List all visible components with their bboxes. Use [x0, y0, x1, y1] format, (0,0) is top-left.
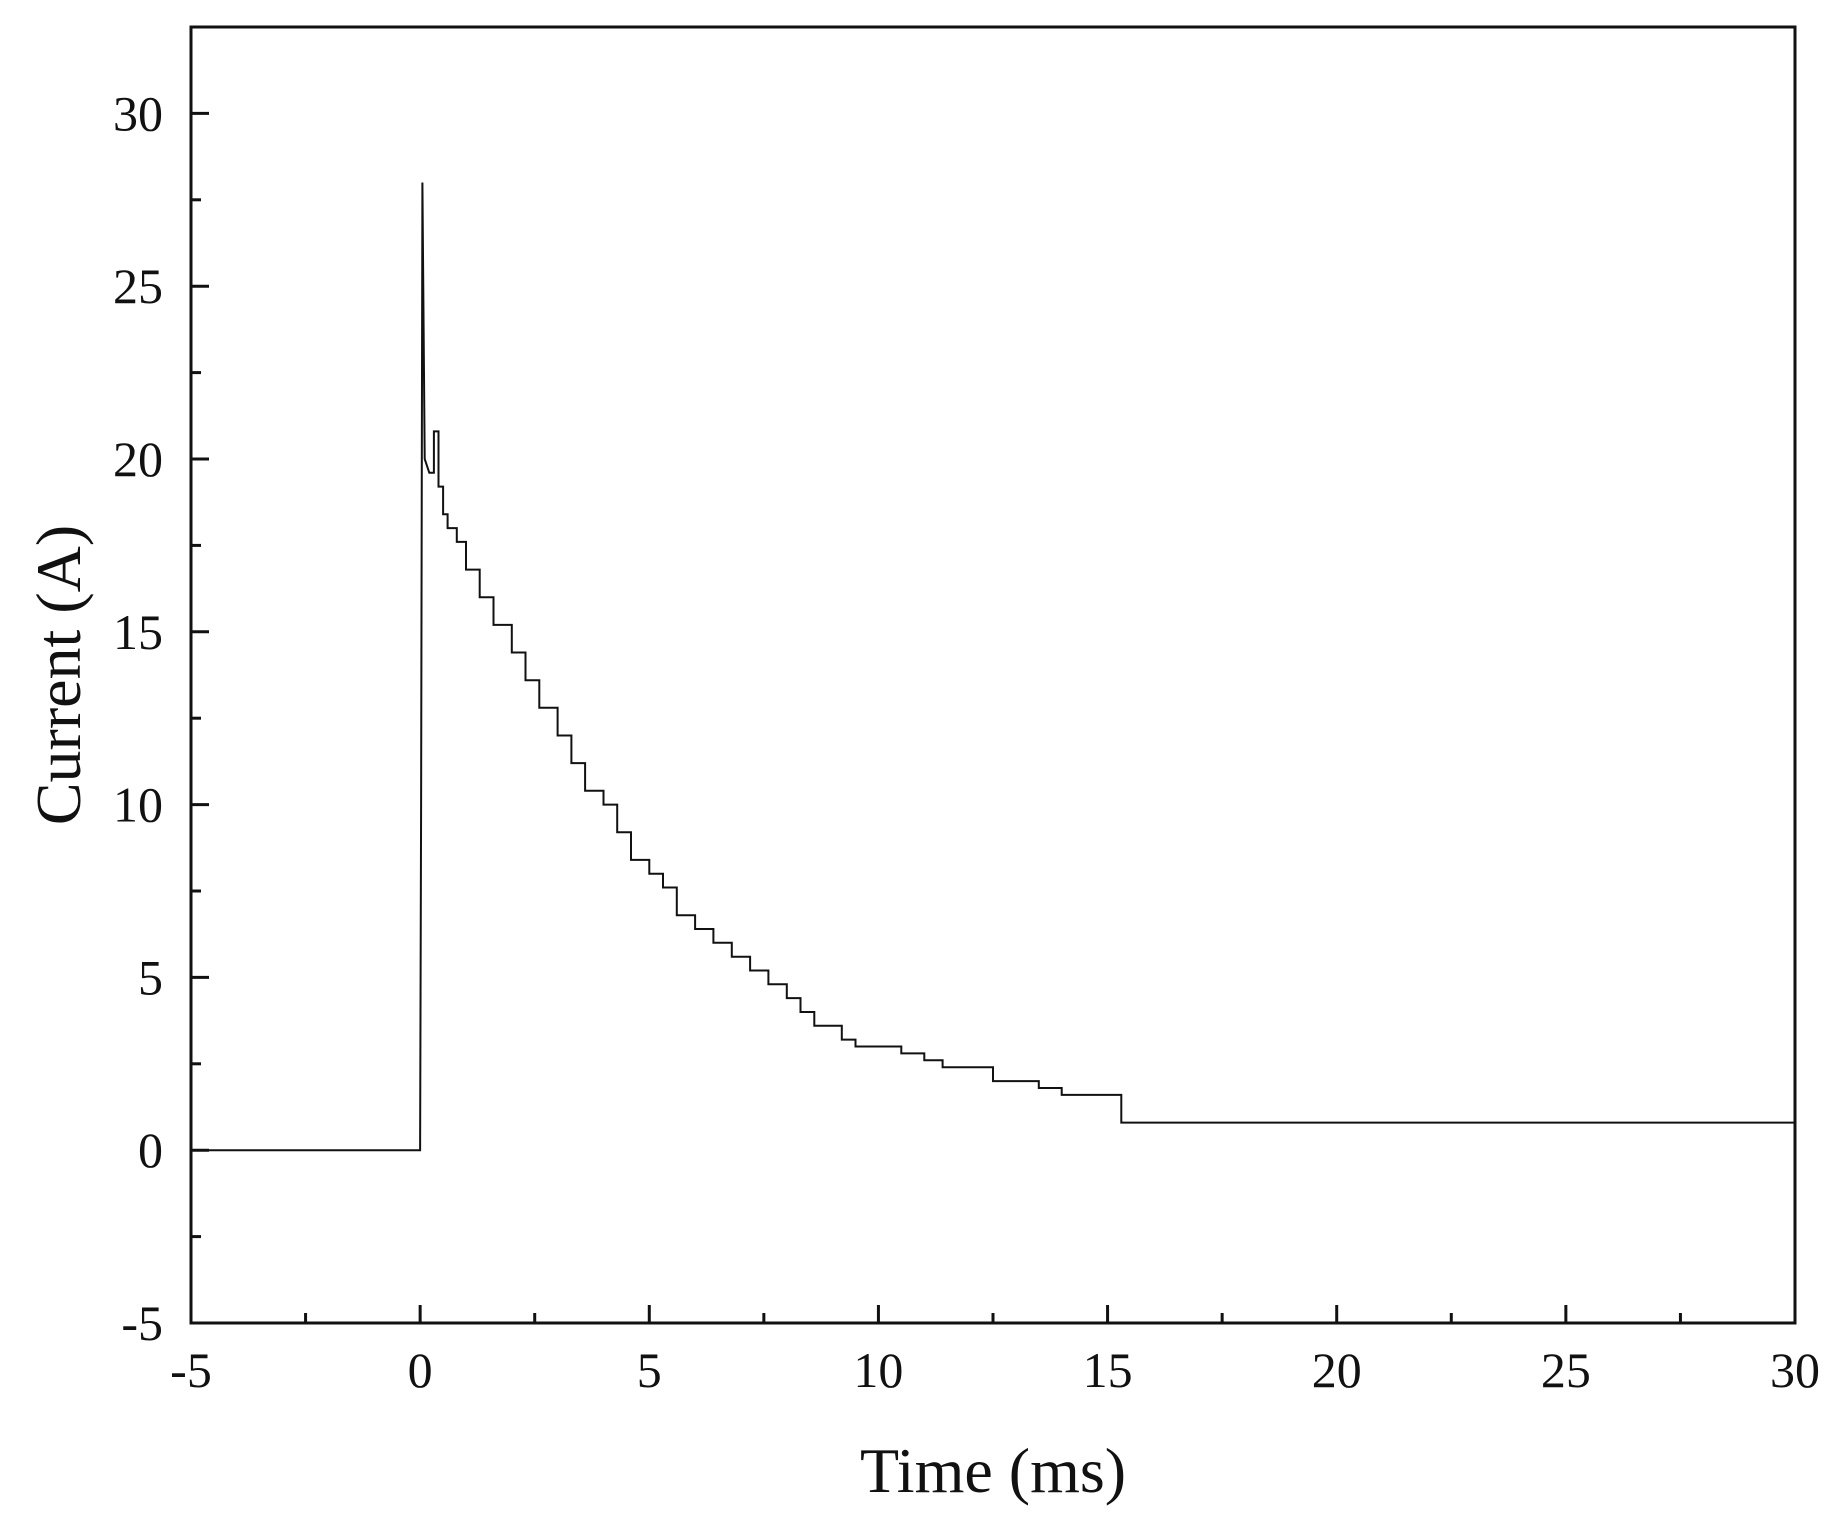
- x-tick-label: 5: [637, 1342, 662, 1398]
- x-tick-label: 0: [408, 1342, 433, 1398]
- plot-frame: [189, 25, 1797, 1325]
- y-tick-label: 10: [113, 777, 163, 833]
- y-axis-ticks: [191, 111, 209, 1325]
- x-axis-ticks: [189, 1305, 1797, 1323]
- x-tick-label: 20: [1312, 1342, 1362, 1398]
- x-axis-title: Time (ms): [860, 1435, 1126, 1506]
- current-series-line: [191, 182, 1795, 1152]
- x-axis-tick-labels: -5 0 5 10 15 20 25 30: [170, 1342, 1820, 1398]
- x-tick-label: 10: [853, 1342, 903, 1398]
- y-tick-label: 30: [113, 85, 163, 141]
- y-tick-label: 5: [138, 949, 163, 1005]
- x-tick-label: -5: [170, 1342, 212, 1398]
- y-tick-label: -5: [121, 1295, 163, 1351]
- y-tick-label: 15: [113, 604, 163, 660]
- x-tick-label: 30: [1770, 1342, 1820, 1398]
- x-tick-label: 15: [1083, 1342, 1133, 1398]
- y-axis-tick-labels: -5 0 5 10 15 20 25 30: [113, 85, 163, 1351]
- y-tick-label: 20: [113, 431, 163, 487]
- y-tick-label: 0: [138, 1122, 163, 1178]
- y-tick-label: 25: [113, 258, 163, 314]
- x-tick-label: 25: [1541, 1342, 1591, 1398]
- y-axis-title: Current (A): [23, 525, 94, 825]
